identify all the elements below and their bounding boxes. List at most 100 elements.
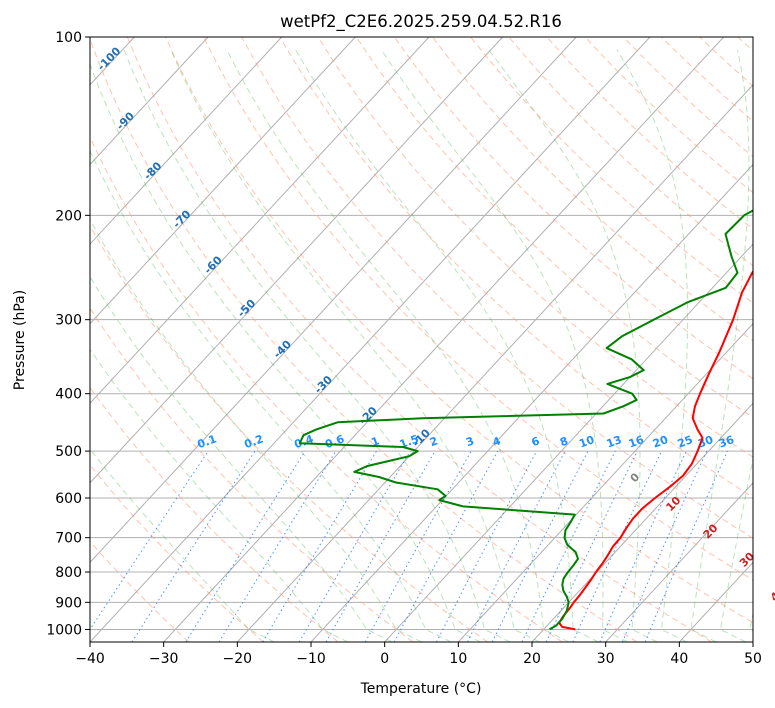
dry-adiabat: [90, 224, 488, 642]
x-tick-label: 40: [670, 651, 688, 667]
y-tick-label: 700: [55, 531, 82, 547]
mixing-ratio-label: 36: [717, 433, 736, 451]
mixing-ratio-label: 16: [627, 433, 646, 451]
mixing-ratio-label: 1: [369, 434, 381, 449]
mixing-ratio-line: [572, 450, 663, 642]
isotherm-gridline: [90, 37, 209, 166]
y-axis-title: Pressure (hPa): [12, 290, 28, 390]
mixing-ratio-line: [393, 450, 499, 642]
mixing-ratio-label: 2: [428, 434, 440, 449]
mixing-ratio-label: 0.6: [323, 432, 346, 451]
dry-adiabat: [126, 37, 712, 642]
mixing-ratio-label: 30: [696, 433, 715, 451]
isotherm-gridline: [163, 37, 725, 642]
dry-adiabat: [90, 386, 339, 642]
mixing-ratio-line: [621, 450, 708, 642]
mixing-ratio-line: [218, 450, 337, 642]
y-axis: 100 200 300 400 500 600 700 800 900 1000: [46, 30, 90, 638]
x-tick-label: −30: [149, 651, 179, 667]
isotherm-gridline: [531, 402, 753, 642]
mixing-ratio-line: [599, 450, 687, 642]
plot-background: [90, 37, 753, 642]
mixing-ratio-line: [521, 450, 616, 642]
mixing-ratio-label: 0.1: [196, 432, 219, 451]
isotherm-gridline: [752, 641, 753, 642]
isotherm-gridline: [0, 37, 61, 642]
moist-adiabat: [123, 49, 511, 642]
mixing-ratio-line: [364, 450, 472, 642]
plot-frame: [89, 36, 754, 643]
moist-adiabat: [749, 611, 753, 632]
dry-adiabat: [241, 37, 753, 539]
dry-adiabat: [317, 37, 753, 458]
x-tick-label: 30: [597, 651, 615, 667]
mixing-ratio-line: [545, 450, 638, 642]
moist-adiabat: [90, 348, 349, 642]
y-tick-label: 300: [55, 313, 82, 329]
y-tick-label: 800: [55, 565, 82, 581]
mixing-ratio-line: [262, 450, 377, 642]
x-axis-title: Temperature (°C): [360, 681, 482, 697]
mixing-ratio-label: 4: [491, 434, 503, 449]
y-tick-label: 200: [55, 208, 82, 224]
isotherm-gridline: [90, 37, 356, 325]
isotherm-gridline: [236, 84, 753, 642]
y-tick-label: 400: [55, 387, 82, 403]
x-tick-label: −40: [75, 651, 105, 667]
isotherm-gridline: [90, 37, 651, 642]
mixing-ratio-line: [131, 450, 256, 642]
y-tick-label: 600: [55, 491, 82, 507]
moist-adiabat: [719, 456, 753, 642]
moist-adiabat: [90, 62, 481, 642]
x-tick-label: −10: [296, 651, 326, 667]
y-tick-label: 900: [55, 595, 82, 611]
isotherm-gridline: [90, 37, 430, 404]
moist-adiabat: [488, 49, 658, 642]
dry-adiabat: [432, 37, 753, 342]
x-tick-label: 20: [523, 651, 541, 667]
dry-adiabat: [203, 37, 753, 581]
isotherm-gridline: [605, 482, 753, 642]
mixing-ratio-label: 0.2: [243, 432, 266, 451]
isotherm-gridline: [457, 322, 753, 642]
dry-adiabat: [90, 136, 563, 642]
moist-adiabat: [295, 49, 599, 642]
moist-adiabat: [90, 149, 452, 642]
profile-series: [298, 209, 753, 631]
chart-title: wetPf2_C2E6.2025.259.04.52.R16: [280, 12, 562, 32]
moist-adiabat-label: 40: [768, 584, 775, 604]
dry-adiabat: [355, 37, 753, 419]
x-axis: −40 −30 −20 −10 0 10 20 30 40 50: [75, 642, 762, 667]
mixing-ratio-line: [185, 450, 306, 642]
dry-adiabat: [623, 37, 753, 158]
x-tick-label: −20: [223, 651, 253, 667]
mixing-ratio-line: [325, 450, 436, 642]
mixing-ratio-label: 6: [530, 434, 542, 449]
moist-adiabat: [90, 448, 275, 642]
x-tick-label: 0: [380, 651, 389, 667]
mixing-ratio-label: 10: [577, 433, 596, 451]
mixing-ratio-label: 8: [558, 434, 570, 449]
mixing-ratio-label: 13: [605, 433, 624, 450]
dry-adiabat: [584, 37, 753, 194]
dry-adiabat: [279, 37, 753, 498]
y-tick-label: 100: [55, 30, 82, 46]
mixing-ratio-label: 0.4: [293, 432, 316, 451]
mixing-ratio-label: 25: [676, 433, 695, 450]
mixing-ratio-label: 20: [651, 433, 670, 451]
x-tick-label: 10: [449, 651, 467, 667]
background-lines: [0, 37, 753, 642]
y-tick-label: 1000: [46, 622, 82, 638]
isotherm-gridline: [90, 37, 283, 245]
dewpoint-line: [298, 209, 753, 631]
mixing-ratio-line: [298, 450, 411, 642]
mixing-ratio-label: 3: [464, 434, 476, 449]
moist-adiabat: [90, 218, 422, 642]
dry-adiabat: [470, 37, 753, 304]
dry-adiabat: [90, 37, 638, 642]
moist-adiabat: [690, 49, 750, 642]
isotherm-gridline: [90, 37, 577, 564]
moist-adiabat: [90, 275, 393, 642]
